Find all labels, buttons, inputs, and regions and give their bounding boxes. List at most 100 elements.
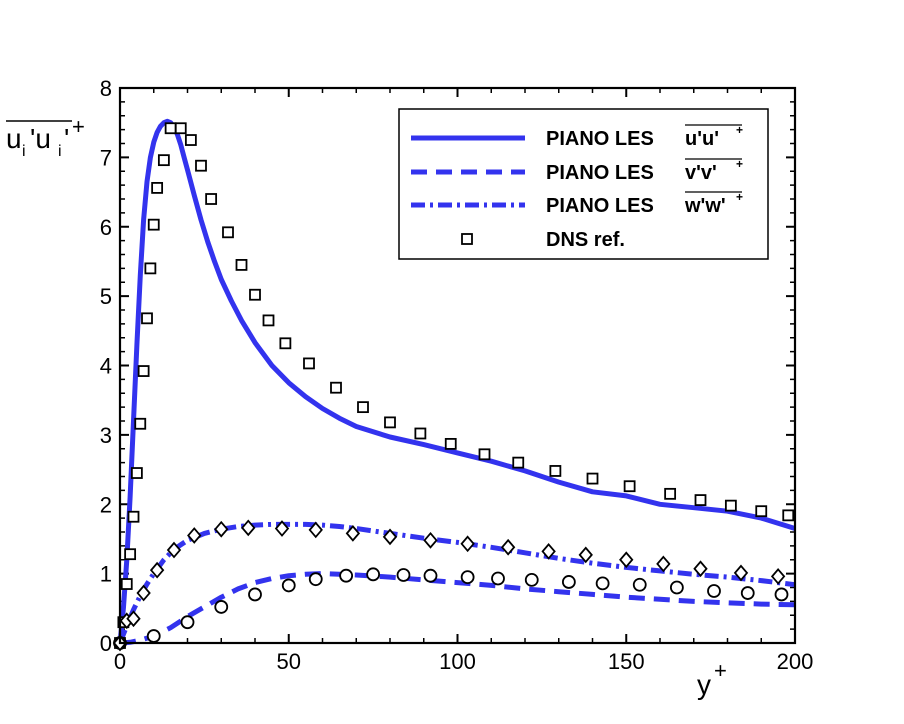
legend-entry-solid: PIANO LES u'u' + [546, 123, 743, 150]
dns-marker-vv [214, 600, 229, 614]
dns-marker-uu [151, 181, 164, 194]
dns-marker-uu [130, 467, 143, 479]
dns-marker-uu [623, 480, 636, 493]
dns-marker-uu [249, 288, 261, 301]
legend-label-var: v'v' [685, 162, 717, 184]
dns-marker-uu [124, 548, 137, 561]
plot-frame [118, 86, 797, 645]
dns-marker-ww [423, 531, 438, 549]
dns-marker-uu [134, 417, 147, 430]
dns-marker-uu [205, 193, 218, 205]
y-tick-label: 0 [100, 631, 112, 656]
legend-label: PIANO LES [546, 195, 654, 217]
dns-marker-vv [524, 572, 539, 587]
x-tick-label: 150 [608, 649, 645, 674]
dns-marker-vv [146, 629, 161, 643]
dns-marker-uu [357, 401, 369, 414]
legend-label: PIANO LES [546, 128, 654, 150]
dns-marker-vv [669, 580, 684, 595]
dns-marker-uu [235, 259, 248, 271]
dns-marker-vv [366, 567, 381, 582]
dns-marker-uu [444, 437, 457, 450]
dns-marker-vv [632, 577, 647, 592]
dns-marker-uu [222, 226, 234, 239]
y-tick-label: 2 [100, 492, 112, 517]
series-line-solid [117, 118, 796, 644]
legend-label: PIANO LES [546, 162, 654, 184]
legend-label-sup: + [736, 157, 743, 171]
dns-marker-uu [724, 499, 737, 512]
legend-label-var: w'w' [684, 195, 726, 217]
legend: PIANO LES u'u' + PIANO LES v'v' + PIANO LES w'w… [398, 108, 769, 260]
dns-marker-uu [174, 122, 187, 135]
x-tick-label: 100 [439, 649, 476, 674]
dns-marker-vv [491, 571, 505, 586]
y-tick-label: 3 [100, 423, 112, 448]
frame-layer [118, 86, 797, 645]
x-tick-label: 200 [777, 649, 814, 674]
y-tick-label: 6 [100, 215, 112, 240]
dns-marker-vv [460, 570, 475, 584]
dns-marker-vv [561, 575, 576, 589]
legend-swatch-dns [461, 233, 473, 245]
y-axis-title-u2: 'u [30, 123, 51, 154]
y-axis-title-prime: ' [64, 123, 69, 154]
dns-marker-ww [345, 525, 361, 542]
dns-marker-uu [144, 262, 157, 275]
dns-marker-uu [586, 472, 599, 485]
legend-label-dns: DNS ref. [546, 229, 625, 251]
dns-marker-uu [414, 427, 427, 440]
legend-entry-dashdot: PIANO LES w'w' + [546, 190, 743, 217]
y-axis-title: u i'u i ' + [6, 114, 85, 160]
dns-marker-ww [187, 527, 202, 544]
y-axis-title-sup: + [72, 114, 85, 139]
dns-marker-ww [619, 551, 634, 569]
dns-marker-ww [241, 519, 256, 537]
dns-marker-ww [382, 528, 398, 546]
dns-marker-uu [549, 465, 562, 477]
dns-marker-uu [694, 494, 707, 506]
dns-marker-uu [330, 381, 342, 394]
dns-marker-ww [308, 521, 323, 539]
dns-marker-uu [120, 578, 133, 590]
dns-marker-ww [500, 538, 516, 556]
y-axis-title-u1: u [6, 123, 22, 154]
dns-marker-ww [149, 561, 165, 579]
legend-entry-dashed: PIANO LES v'v' + [546, 157, 743, 184]
dns-marker-vv [308, 572, 323, 587]
legend-box [398, 108, 769, 260]
y-tick-label: 4 [100, 354, 112, 379]
legend-label-sup: + [736, 190, 743, 204]
dns-marker-ww [578, 546, 593, 564]
dns-marker-uu [184, 134, 197, 146]
dns-marker-uu [782, 509, 795, 522]
y-axis-title-sub1: i [22, 143, 26, 160]
dns-marker-uu [147, 218, 160, 231]
dns-marker-vv [339, 568, 354, 583]
dns-marker-vv [248, 587, 262, 602]
x-axis-title: y [697, 669, 711, 700]
y-axis-title-sub2: i [58, 143, 62, 160]
dns-marker-uu [303, 357, 315, 370]
dns-marker-vv [707, 584, 721, 598]
dns-marker-vv [423, 568, 438, 583]
dns-marker-ww [770, 568, 786, 585]
dns-marker-uu [279, 337, 292, 350]
dns-marker-uu [478, 448, 491, 461]
dns-marker-uu [384, 416, 396, 429]
dns-marker-vv [740, 586, 755, 600]
dns-marker-uu [127, 510, 140, 523]
dns-marker-vv [774, 587, 789, 602]
y-tick-label: 7 [100, 145, 112, 170]
dns-marker-uu [137, 365, 150, 377]
dns-marker-ww [274, 520, 290, 537]
dns-marker-uu [664, 487, 677, 500]
dns-marker-uu [195, 159, 207, 172]
dns-marker-ww [460, 535, 475, 553]
dns-marker-ww [214, 520, 229, 538]
dns-marker-vv [595, 576, 610, 591]
dns-marker-uu [157, 154, 170, 167]
dns-marker-uu [755, 505, 768, 518]
